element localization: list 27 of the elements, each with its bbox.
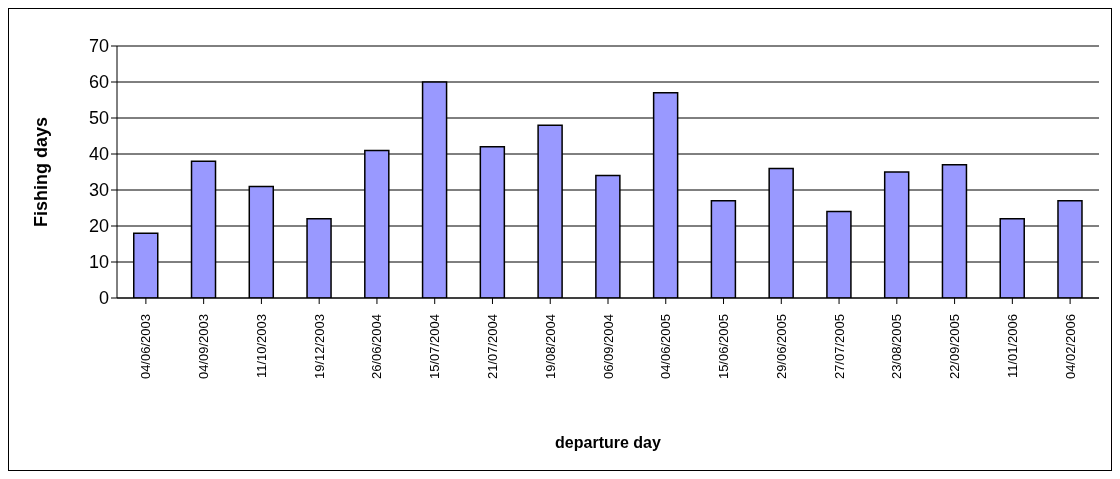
- y-axis-title: Fishing days: [31, 116, 52, 228]
- x-tick-label: 29/06/2005: [773, 314, 789, 380]
- x-tick-label: 06/09/2004: [600, 314, 616, 380]
- y-tick-label: 0: [98, 288, 109, 309]
- x-tick-label: 15/06/2005: [716, 314, 732, 380]
- x-tick-label: 26/06/2004: [369, 314, 385, 380]
- x-tick-label: 15/07/2004: [427, 314, 443, 380]
- y-tick-label: 70: [88, 36, 109, 57]
- x-tick-label: 19/12/2003: [311, 314, 327, 380]
- x-tick-label: 04/02/2006: [1062, 314, 1078, 380]
- x-tick-label: 27/07/2005: [831, 314, 847, 380]
- x-tick-label: 11/01/2006: [1004, 314, 1020, 379]
- y-tick-label: 40: [88, 144, 109, 165]
- y-tick-label: 20: [88, 216, 109, 237]
- x-tick-label: 22/09/2005: [947, 314, 963, 380]
- x-tick-label: 21/07/2004: [484, 314, 500, 380]
- y-tick-label: 50: [88, 108, 109, 129]
- y-tick-label: 30: [88, 180, 109, 201]
- x-tick-label: 04/09/2003: [196, 314, 212, 380]
- x-tick-label: 04/06/2005: [658, 314, 674, 380]
- x-axis-title: departure day: [555, 434, 662, 451]
- x-tick-label: 04/06/2003: [138, 314, 154, 380]
- x-tick-label: 23/08/2005: [889, 314, 905, 380]
- y-tick-label: 60: [88, 72, 109, 93]
- x-tick-label: 11/10/2003: [253, 314, 269, 379]
- x-tick-label: 19/08/2004: [542, 314, 558, 380]
- y-tick-label: 10: [88, 252, 109, 273]
